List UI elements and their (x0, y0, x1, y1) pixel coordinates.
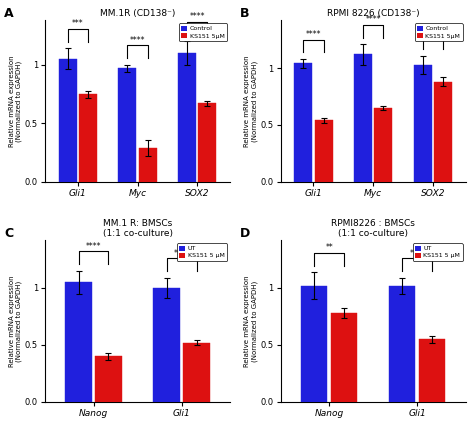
Title: MM.1 R: BMSCs
(1:1 co-culture): MM.1 R: BMSCs (1:1 co-culture) (102, 219, 173, 238)
Text: C: C (4, 227, 13, 240)
Text: A: A (4, 7, 14, 20)
Bar (59, 59, 77, 182)
Bar (154, 288, 180, 402)
Bar (374, 108, 392, 182)
Text: D: D (240, 227, 250, 240)
Bar (389, 286, 415, 402)
Text: ****: **** (130, 35, 146, 45)
Bar (294, 63, 312, 182)
Y-axis label: Relative mRNA expression
(Normalized to GAPDH): Relative mRNA expression (Normalized to … (244, 275, 258, 367)
Title: MM.1R (CD138⁻): MM.1R (CD138⁻) (100, 9, 175, 18)
Text: ****: **** (86, 242, 101, 250)
Text: ****: **** (190, 12, 205, 21)
Bar (301, 286, 328, 402)
Legend: UT, KS151 5 μM: UT, KS151 5 μM (412, 243, 463, 261)
Text: ****: **** (365, 15, 381, 24)
Y-axis label: Relative mRNA expression
(Normalized to GAPDH): Relative mRNA expression (Normalized to … (9, 275, 22, 367)
Legend: Control, KS151 5μM: Control, KS151 5μM (179, 23, 227, 41)
Bar (419, 339, 446, 402)
Bar (139, 148, 157, 182)
Y-axis label: Relative mRNA expression
(Normalized to GAPDH): Relative mRNA expression (Normalized to … (244, 55, 258, 147)
Legend: Control, KS151 5μM: Control, KS151 5μM (415, 23, 463, 41)
Bar (65, 282, 92, 402)
Bar (178, 53, 196, 182)
Title: RPMI8226 : BMSCs
(1:1 co-culture): RPMI8226 : BMSCs (1:1 co-culture) (331, 219, 415, 238)
Text: B: B (240, 7, 249, 20)
Bar (199, 104, 216, 182)
Bar (95, 356, 122, 402)
Bar (183, 343, 210, 402)
Bar (118, 68, 137, 182)
Bar (331, 313, 357, 402)
Title: RPMI 8226 (CD138⁻): RPMI 8226 (CD138⁻) (327, 9, 419, 18)
Y-axis label: Relative mRNA expression
(Normalized to GAPDH): Relative mRNA expression (Normalized to … (9, 55, 22, 147)
Text: **: ** (325, 243, 333, 252)
Text: ****: **** (174, 248, 189, 257)
Text: ****: **** (306, 30, 321, 39)
Bar (434, 82, 452, 182)
Text: ****: **** (410, 248, 425, 257)
Bar (354, 55, 372, 182)
Bar (79, 94, 97, 182)
Bar (315, 121, 333, 182)
Legend: UT, KS151 5 μM: UT, KS151 5 μM (177, 243, 227, 261)
Text: ***: *** (72, 19, 84, 28)
Text: *: * (431, 26, 435, 35)
Bar (414, 65, 432, 182)
